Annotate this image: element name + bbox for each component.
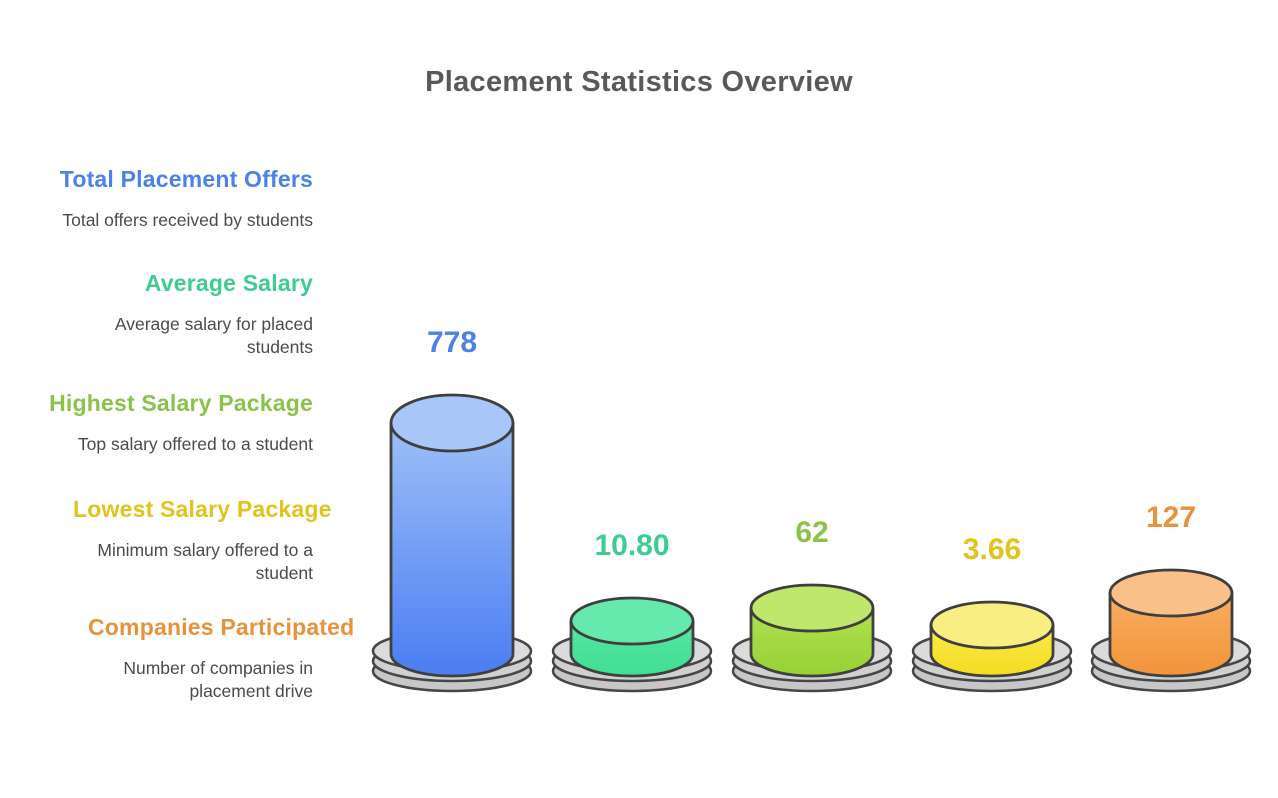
label-title-highest-salary-package: Highest Salary Package [49, 390, 313, 416]
label-title-average-salary: Average Salary [144, 270, 313, 296]
label-block-lowest-salary-package: Lowest Salary Package Minimum salary off… [73, 496, 332, 585]
label-block-companies-participated: Companies Participated Number of compani… [88, 614, 355, 703]
cylinder-top-average-salary [569, 596, 695, 646]
cylinder-top-highest-salary-package [749, 583, 875, 633]
label-block-average-salary: Average Salary Average salary for placed… [88, 270, 313, 359]
value-label-companies-participated: 127 [1146, 501, 1196, 534]
value-label-highest-salary-package: 62 [795, 516, 828, 549]
bar-total-placement-offers: 778 [371, 326, 533, 693]
label-desc-highest-salary-package: Top salary offered to a student [77, 434, 313, 454]
label-desc-average-salary: Average salary for placed students [114, 314, 313, 358]
bar-lowest-salary-package: 3.66 [911, 533, 1073, 693]
value-label-lowest-salary-package: 3.66 [963, 533, 1021, 566]
label-title-total-placement-offers: Total Placement Offers [59, 166, 313, 192]
bar-highest-salary-package: 62 [731, 516, 893, 693]
label-block-highest-salary-package: Highest Salary Package Top salary offere… [43, 390, 313, 456]
value-label-total-placement-offers: 778 [427, 326, 477, 359]
chart-title: Placement Statistics Overview [425, 66, 853, 98]
label-title-companies-participated: Companies Participated [88, 614, 355, 640]
cylinder-body-total-placement-offers [389, 423, 515, 678]
label-desc-total-placement-offers: Total offers received by students [62, 210, 313, 230]
label-desc-companies-participated: Number of companies in placement drive [123, 658, 313, 702]
value-label-average-salary: 10.80 [594, 529, 669, 562]
label-title-lowest-salary-package: Lowest Salary Package [73, 496, 332, 522]
cylinder-top-companies-participated [1108, 568, 1234, 618]
bar-companies-participated: 127 [1090, 501, 1252, 693]
cylinder-top-lowest-salary-package [929, 600, 1055, 650]
label-block-total-placement-offers: Total Placement Offers Total offers rece… [33, 166, 313, 232]
bar-average-salary: 10.80 [551, 529, 713, 693]
label-desc-lowest-salary-package: Minimum salary offered to a student [97, 540, 313, 584]
cylinder-top-total-placement-offers [389, 393, 515, 453]
